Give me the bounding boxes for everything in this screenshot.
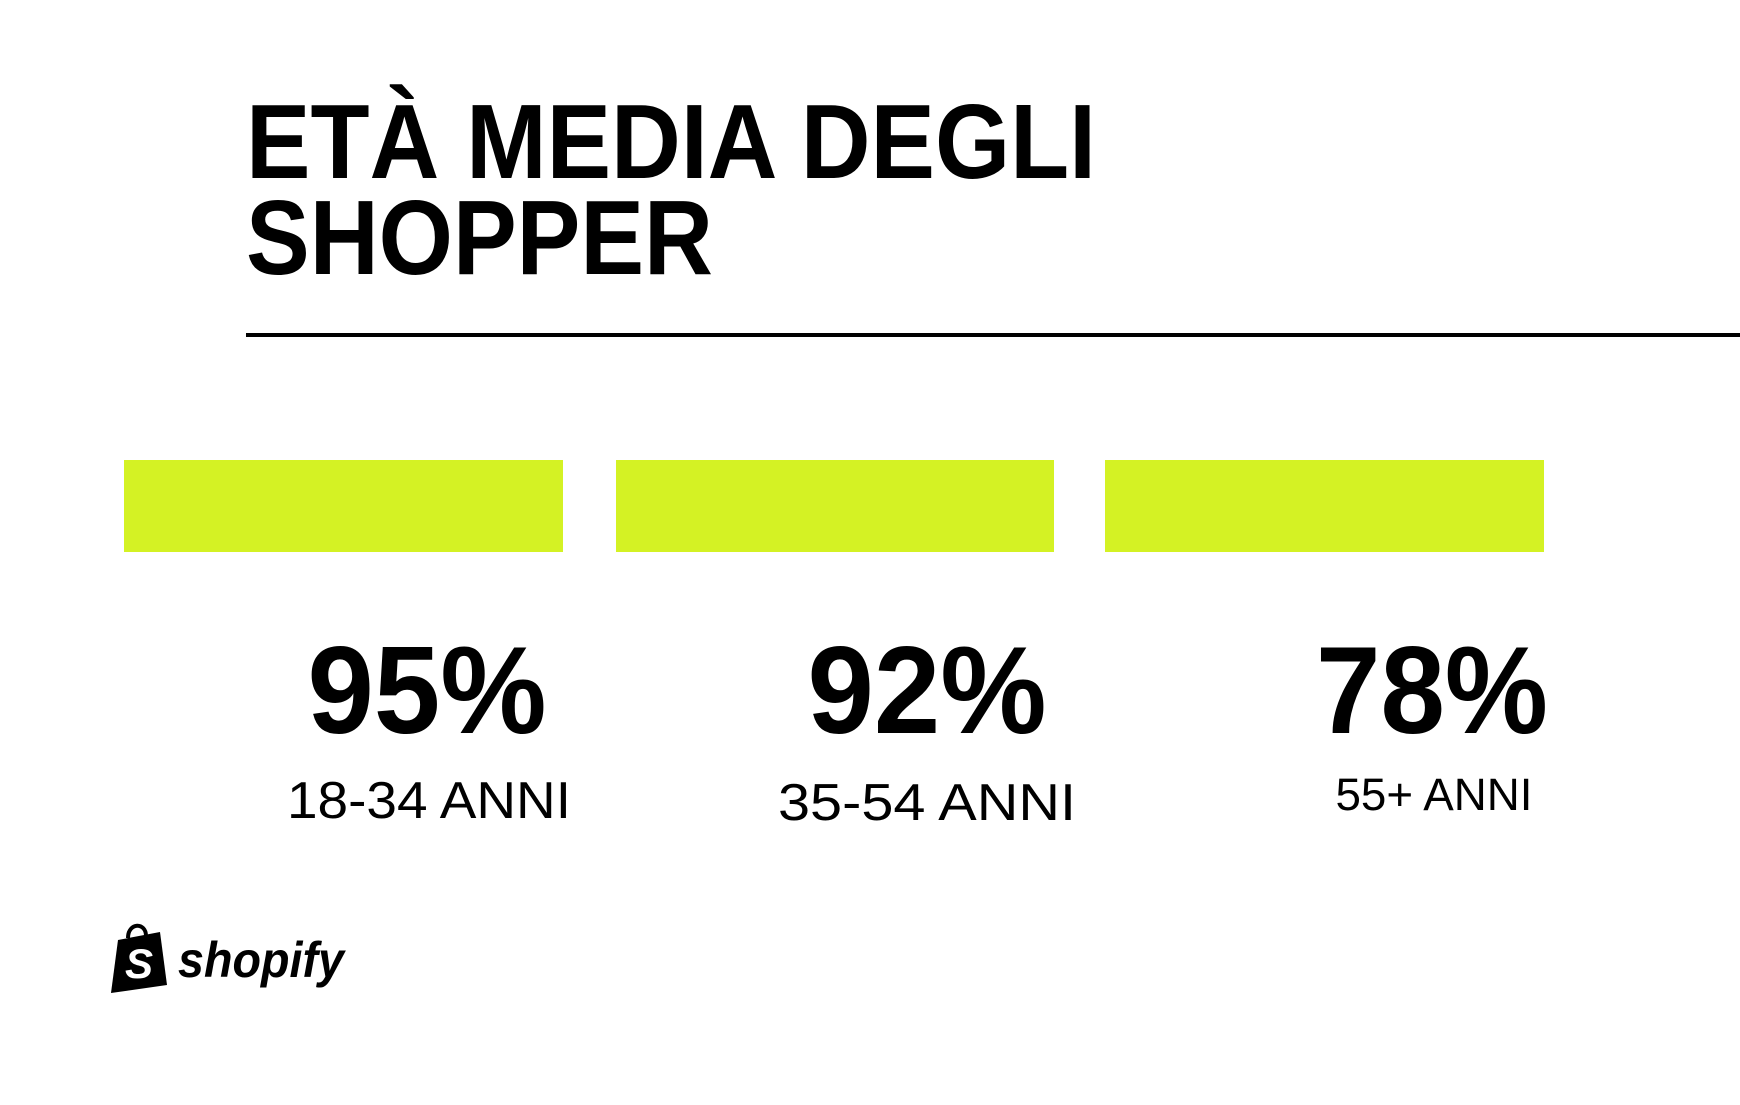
shopify-logo: S shopify bbox=[111, 923, 346, 993]
logo-s: S bbox=[125, 940, 153, 987]
accent-bar bbox=[1105, 460, 1544, 552]
title-line: ETÀ MEDIA DEGLI bbox=[246, 83, 1096, 201]
title-line: SHOPPER bbox=[246, 179, 713, 297]
accent-bar bbox=[616, 460, 1054, 552]
stat-value: 78% bbox=[1316, 622, 1548, 760]
stat-label: 18-34 ANNI bbox=[287, 772, 571, 830]
stat-value: 95% bbox=[308, 622, 547, 760]
stat-label: 55+ ANNI bbox=[1336, 769, 1533, 820]
accent-bar bbox=[124, 460, 563, 552]
brand-text: shopify bbox=[178, 932, 346, 988]
logo-bag bbox=[111, 932, 167, 993]
stat-value: 92% bbox=[808, 622, 1047, 760]
logo-handle bbox=[126, 923, 148, 939]
stat-label: 35-54 ANNI bbox=[778, 774, 1076, 832]
